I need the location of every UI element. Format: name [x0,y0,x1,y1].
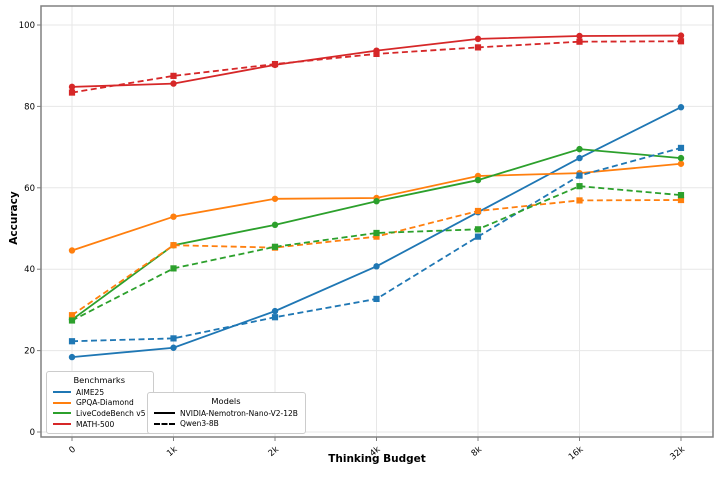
legend-item-label: AIME25 [76,387,105,397]
marker-livecodebench-v5-nvidia-nemotron-nano-v2-12b-8k [474,176,482,184]
marker-livecodebench-v5-qwen3-8b-0 [68,317,76,324]
legend-benchmarks-title: Benchmarks [73,375,126,385]
axes-spines [40,5,714,438]
marker-gpqa-diamond-nvidia-nemotron-nano-v2-12b-0 [68,247,76,254]
solid-line-swatch [154,412,175,415]
legend-item-label: LiveCodeBench v5 [76,408,146,418]
aime25-line-swatch [53,391,71,394]
marker-livecodebench-v5-qwen3-8b-8k [474,226,482,233]
legend-benchmarks: Benchmarks AIME25 GPQA-Diamond LiveCodeB… [46,371,154,435]
legend-item-nemotron: NVIDIA-Nemotron-Nano-V2-12B [154,408,298,419]
legend-item-label: GPQA-Diamond [76,398,134,408]
marker-livecodebench-v5-nvidia-nemotron-nano-v2-12b-16k [576,145,583,153]
marker-gpqa-diamond-qwen3-8b-1k [170,242,177,249]
legend-item-qwen3-8b: Qwen3-8B [154,419,298,430]
y-tick-label-40: 40 [24,265,35,275]
marker-aime25-qwen3-8b-32k [677,144,685,152]
marker-livecodebench-v5-qwen3-8b-2k [271,243,279,250]
dashed-line-swatch [154,422,175,425]
marker-livecodebench-v5-qwen3-8b-4k [373,229,380,237]
x-axis-title: Thinking Budget [328,453,426,465]
marker-math-500-qwen3-8b-4k [373,50,380,57]
marker-aime25-qwen3-8b-2k [271,314,279,321]
legend-item-label: NVIDIA-Nemotron-Nano-V2-12B [180,408,298,418]
y-tick-label-0: 0 [30,428,35,438]
marker-aime25-qwen3-8b-16k [576,172,583,179]
x-tick-label-0: 0 [67,445,78,456]
marker-aime25-qwen3-8b-4k [373,295,380,303]
y-tick-label-60: 60 [24,184,35,194]
marker-gpqa-diamond-qwen3-8b-16k [576,197,583,204]
marker-aime25-nvidia-nemotron-nano-v2-12b-4k [373,263,380,270]
marker-aime25-nvidia-nemotron-nano-v2-12b-16k [576,154,583,162]
marker-aime25-nvidia-nemotron-nano-v2-12b-1k [170,344,177,351]
legend-item-aime25: AIME25 [53,387,146,398]
gpqa-diamond-line-swatch [53,401,71,404]
marker-math-500-nvidia-nemotron-nano-v2-12b-16k [576,32,583,40]
marker-gpqa-diamond-qwen3-8b-32k [677,196,685,204]
legend-item-label: MATH-500 [76,419,115,429]
marker-aime25-qwen3-8b-8k [474,233,482,240]
livecodebench-line-swatch [53,412,71,415]
legend-item-math-500: MATH-500 [53,419,146,430]
legend-item-livecodebench: LiveCodeBench v5 [53,408,146,419]
math-500-line-swatch [53,423,71,426]
marker-aime25-nvidia-nemotron-nano-v2-12b-2k [271,307,279,315]
marker-gpqa-diamond-nvidia-nemotron-nano-v2-12b-32k [677,160,685,167]
marker-math-500-qwen3-8b-8k [474,44,482,51]
marker-gpqa-diamond-nvidia-nemotron-nano-v2-12b-1k [170,213,177,220]
marker-livecodebench-v5-qwen3-8b-1k [170,265,177,272]
marker-math-500-qwen3-8b-0 [68,89,76,96]
marker-math-500-nvidia-nemotron-nano-v2-12b-32k [677,32,685,39]
marker-livecodebench-v5-nvidia-nemotron-nano-v2-12b-32k [677,154,685,162]
marker-math-500-qwen3-8b-16k [576,38,583,45]
legend-item-label: Qwen3-8B [180,419,219,429]
marker-math-500-nvidia-nemotron-nano-v2-12b-0 [68,83,76,91]
marker-gpqa-diamond-nvidia-nemotron-nano-v2-12b-2k [271,195,279,202]
marker-aime25-nvidia-nemotron-nano-v2-12b-0 [68,353,76,361]
y-tick-label-80: 80 [24,102,35,112]
marker-livecodebench-v5-qwen3-8b-32k [677,192,685,199]
y-tick-label-100: 100 [19,21,35,31]
marker-livecodebench-v5-nvidia-nemotron-nano-v2-12b-2k [271,221,279,229]
y-axis-title: Accuracy [8,191,20,245]
marker-math-500-qwen3-8b-32k [677,38,685,45]
marker-aime25-nvidia-nemotron-nano-v2-12b-32k [677,104,685,111]
marker-gpqa-diamond-qwen3-8b-8k [474,207,482,215]
marker-math-500-qwen3-8b-2k [271,60,279,68]
marker-gpqa-diamond-qwen3-8b-4k [373,233,380,240]
marker-livecodebench-v5-qwen3-8b-16k [576,183,583,190]
marker-gpqa-diamond-qwen3-8b-0 [68,312,76,319]
marker-math-500-nvidia-nemotron-nano-v2-12b-1k [170,80,177,87]
marker-livecodebench-v5-nvidia-nemotron-nano-v2-12b-4k [373,198,380,205]
marker-math-500-qwen3-8b-1k [170,72,177,79]
legend-item-gpqa-diamond: GPQA-Diamond [53,398,146,409]
legend-models: Models NVIDIA-Nemotron-Nano-V2-12B Qwen3… [147,392,306,435]
legend-models-title: Models [211,396,241,406]
y-tick-label-20: 20 [24,347,35,357]
marker-aime25-qwen3-8b-1k [170,335,177,342]
marker-math-500-nvidia-nemotron-nano-v2-12b-8k [474,35,482,43]
marker-aime25-qwen3-8b-0 [68,338,76,345]
